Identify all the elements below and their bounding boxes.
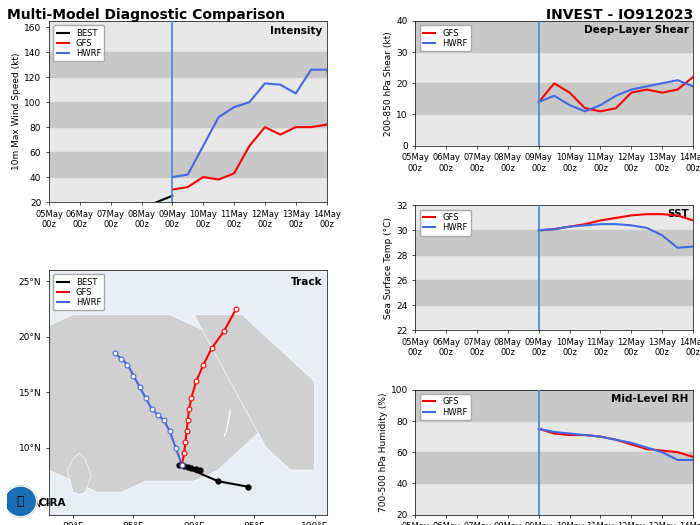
Bar xyxy=(49,152,327,177)
Text: 🌐: 🌐 xyxy=(17,495,25,508)
Legend: GFS, HWRF: GFS, HWRF xyxy=(419,25,471,51)
Text: Multi-Model Diagnostic Comparison: Multi-Model Diagnostic Comparison xyxy=(7,8,285,22)
Legend: BEST, GFS, HWRF: BEST, GFS, HWRF xyxy=(53,25,104,61)
Legend: BEST, GFS, HWRF: BEST, GFS, HWRF xyxy=(53,274,104,310)
Bar xyxy=(415,280,693,305)
Polygon shape xyxy=(0,314,266,492)
Legend: GFS, HWRF: GFS, HWRF xyxy=(419,209,471,236)
Polygon shape xyxy=(67,454,91,495)
Bar xyxy=(415,390,693,421)
Bar xyxy=(415,452,693,484)
Bar xyxy=(49,102,327,127)
Circle shape xyxy=(4,486,36,517)
Y-axis label: Sea Surface Temp (°C): Sea Surface Temp (°C) xyxy=(384,217,393,319)
Bar xyxy=(415,21,693,52)
Y-axis label: 700-500 hPa Humidity (%): 700-500 hPa Humidity (%) xyxy=(379,393,388,512)
Text: CIRA: CIRA xyxy=(38,498,66,508)
Y-axis label: 200-850 hPa Shear (kt): 200-850 hPa Shear (kt) xyxy=(384,31,393,135)
Bar xyxy=(415,83,693,114)
Text: Deep-Layer Shear: Deep-Layer Shear xyxy=(584,25,689,35)
Text: Mid-Level RH: Mid-Level RH xyxy=(612,394,689,404)
Text: Track: Track xyxy=(290,277,323,287)
Y-axis label: 10m Max Wind Speed (kt): 10m Max Wind Speed (kt) xyxy=(13,53,21,170)
Text: SST: SST xyxy=(667,209,689,219)
Polygon shape xyxy=(194,314,314,470)
Bar xyxy=(415,230,693,255)
Bar xyxy=(49,52,327,77)
Text: Intensity: Intensity xyxy=(270,26,323,36)
Text: INVEST - IO912023: INVEST - IO912023 xyxy=(546,8,693,22)
Legend: GFS, HWRF: GFS, HWRF xyxy=(419,394,471,420)
Polygon shape xyxy=(224,409,230,437)
